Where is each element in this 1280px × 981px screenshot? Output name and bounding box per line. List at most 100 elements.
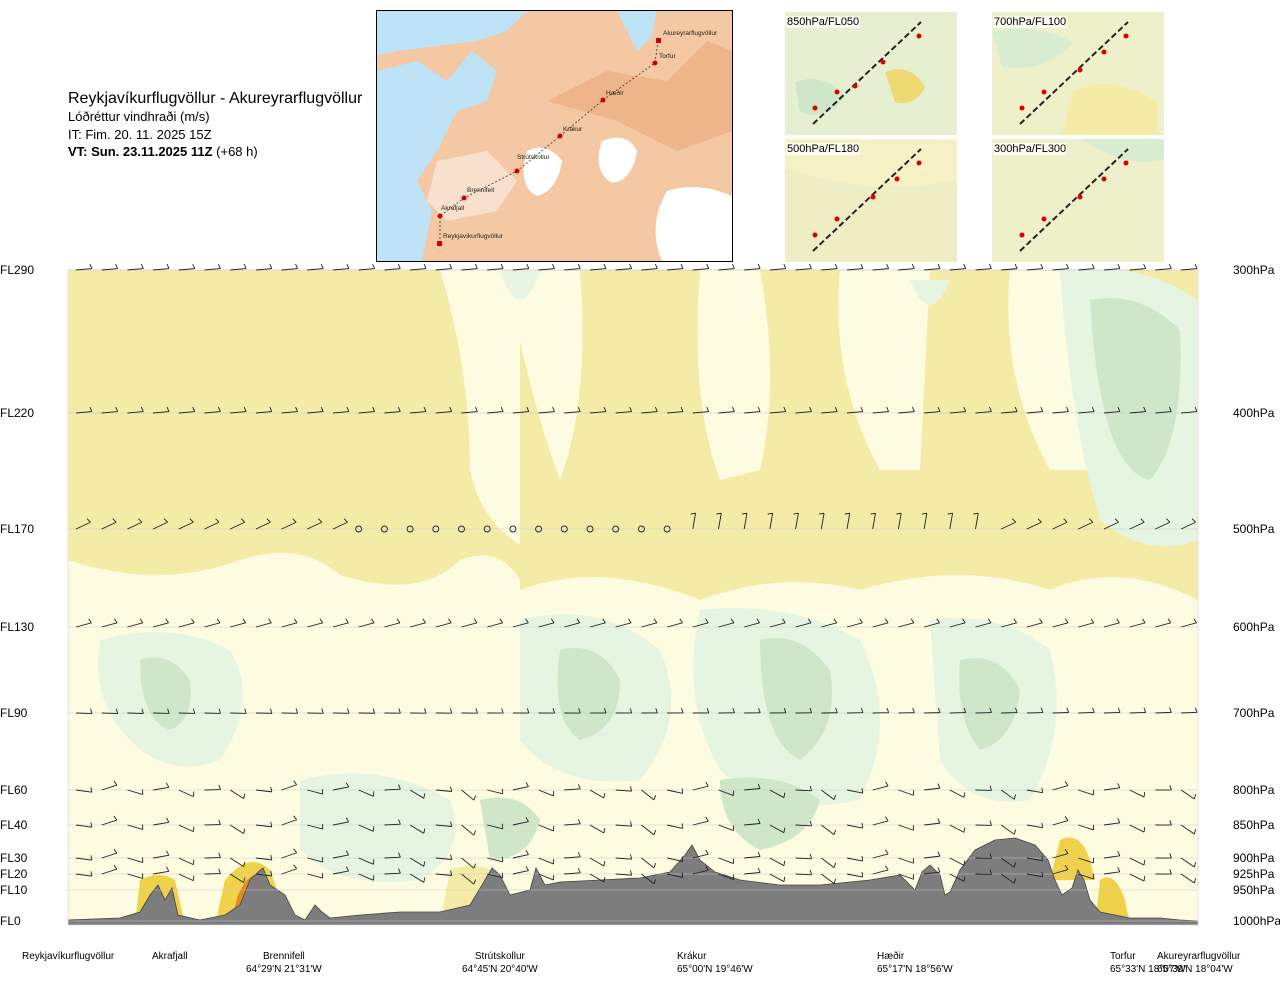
wind-barb (872, 406, 890, 414)
wind-barb (949, 824, 966, 833)
route-map: Akureyrarflugvöllur Torfur Hæðir Krákur … (376, 10, 733, 262)
wind-barb (1181, 707, 1198, 714)
wind-barb (641, 789, 657, 801)
wind-barb (586, 525, 594, 533)
wind-barb (1103, 818, 1121, 826)
wind-barb (898, 707, 915, 714)
wind-barb (667, 406, 684, 414)
wind-barb (612, 525, 620, 533)
wind-barb (975, 785, 992, 791)
wind-barb (1103, 263, 1121, 271)
wind-barb (384, 784, 401, 791)
mini-map-label: 700hPa/FL100 (993, 16, 1068, 28)
wind-barb (793, 512, 799, 530)
wind-barb (615, 406, 633, 414)
parameter-label: Lóðréttur vindhraði (m/s) (68, 109, 210, 124)
wind-barb (1103, 518, 1119, 530)
wind-barb (101, 864, 118, 875)
wind-barb (535, 525, 543, 533)
wind-barb (229, 824, 246, 834)
wind-barbs (75, 263, 1198, 885)
wind-barb (716, 512, 722, 530)
wind-barb (819, 512, 825, 530)
wind-barb (512, 817, 529, 826)
wind-barb (924, 783, 941, 791)
wind-barb (101, 848, 118, 859)
wind-barb (127, 857, 144, 863)
wind-barb (487, 872, 504, 879)
wind-barb (667, 788, 684, 794)
wind-barb (718, 618, 735, 628)
left-level-label: FL90 (0, 706, 28, 720)
wind-barb (461, 857, 477, 869)
wind-barb (380, 525, 388, 533)
wind-barb (178, 518, 194, 530)
wind-barb (409, 873, 426, 883)
right-level-label: 1000hPa (1233, 914, 1280, 928)
right-level-label: 300hPa (1233, 263, 1275, 277)
wind-barb (307, 518, 323, 530)
wind-barb (924, 406, 941, 414)
wind-barb (1155, 618, 1172, 628)
wind-barb (127, 873, 144, 879)
wind-barb (487, 263, 504, 271)
wind-barb (870, 512, 876, 530)
right-level-label: 600hPa (1233, 620, 1275, 634)
wind-barb (692, 618, 709, 628)
right-axis: 300hPa 400hPa 500hPa 600hPa 700hPa 800hPa 850h… (1233, 263, 1280, 928)
wind-barb (1026, 855, 1044, 862)
wind-barb (538, 824, 555, 832)
wind-barb (1103, 851, 1121, 859)
wind-barb (795, 263, 812, 271)
wind-barb (153, 850, 170, 859)
wind-barb (384, 618, 401, 628)
wind-barb (1078, 618, 1095, 628)
wind-barb (1001, 707, 1018, 714)
wind-barb (332, 708, 350, 714)
wind-barb (101, 708, 119, 714)
wind-barb (692, 849, 709, 859)
wind-barb (358, 618, 375, 628)
wind-barb (744, 263, 761, 271)
wind-barb (152, 518, 168, 530)
wind-barb (409, 618, 426, 628)
wind-barb (589, 857, 606, 867)
wind-barb (1078, 263, 1095, 271)
wind-barb (589, 824, 606, 834)
wind-barb (307, 406, 324, 414)
wind-barb (204, 708, 221, 714)
waypoint-label-akrafjall: Akrafjall (152, 950, 188, 963)
wind-barb (281, 815, 298, 826)
wind-barb (255, 263, 273, 271)
wind-barb (127, 789, 144, 795)
wind-barb (332, 406, 350, 414)
waypoint-name: Strútskollur (474, 951, 525, 962)
wind-barb (487, 406, 504, 414)
wind-barb (975, 853, 992, 859)
wind-barb (898, 789, 914, 796)
wind-barb (307, 789, 324, 795)
wind-barb (229, 873, 246, 883)
wind-barb (615, 854, 633, 860)
wind-barb (872, 849, 889, 859)
valid-time-date: VT: Sun. 23.11.2025 11Z (68, 144, 213, 159)
wind-barb (1001, 518, 1017, 530)
wind-barb (641, 618, 658, 628)
wind-barb (949, 857, 966, 866)
wind-barb (560, 525, 568, 533)
wind-barb (409, 857, 426, 867)
wind-barb (410, 263, 427, 271)
wind-barb (1078, 789, 1094, 796)
wind-barb (512, 263, 530, 271)
wind-barb (435, 821, 453, 827)
wind-barb (769, 789, 786, 799)
waypoint-name: Hæðir (877, 951, 905, 962)
wind-barb (461, 824, 477, 836)
wind-barb (435, 708, 453, 714)
wind-barb (127, 708, 144, 714)
wind-barb (898, 873, 914, 880)
wind-barb (744, 867, 761, 875)
wind-barb (153, 866, 170, 875)
wind-barb (1026, 406, 1044, 414)
wind-barb (949, 263, 967, 271)
